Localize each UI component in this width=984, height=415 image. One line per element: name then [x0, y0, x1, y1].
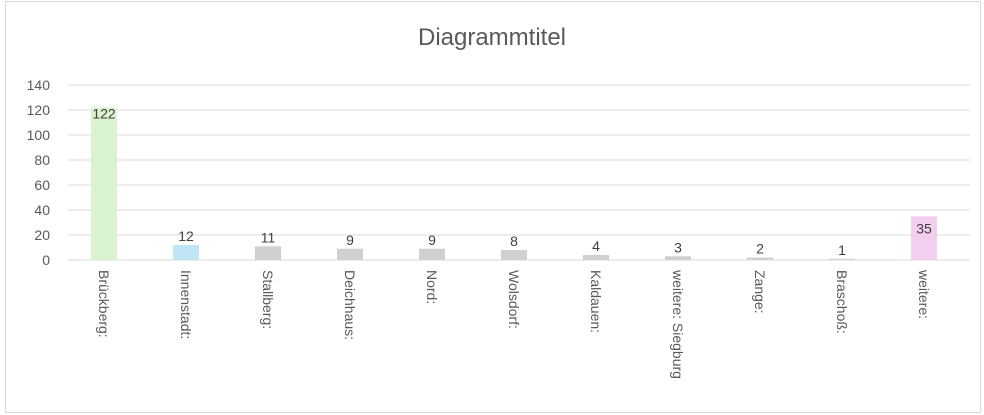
y-tick-label-60: 60 [34, 177, 50, 193]
x-tick-label-1: Innenstadt: [178, 270, 194, 339]
y-tick-label-0: 0 [42, 252, 50, 268]
x-tick-label-2: Stallberg: [260, 270, 276, 329]
data-label-1: 12 [178, 228, 194, 244]
x-tick-label-9: Braschoß: [834, 270, 850, 334]
chart-title: Diagrammtitel [417, 24, 567, 51]
data-label-3: 9 [346, 232, 354, 248]
x-tick-label-0: Brückberg: [96, 270, 112, 338]
data-label-2: 11 [261, 229, 276, 245]
x-tick-label-10: weitere: [916, 269, 932, 319]
data-label-6: 4 [592, 238, 600, 254]
chart-frame [5, 1, 981, 413]
data-label-4: 9 [428, 232, 436, 248]
data-label-8: 2 [756, 241, 764, 257]
data-label-7: 3 [674, 239, 682, 255]
bar-10 [911, 216, 937, 260]
y-tick-label-140: 140 [27, 77, 51, 93]
data-label-0: 122 [92, 106, 116, 122]
data-label-9: 1 [838, 242, 846, 258]
bar-4 [419, 248, 445, 260]
bar-0 [91, 107, 117, 260]
bar-2 [255, 246, 281, 260]
y-tick-label-20: 20 [34, 227, 50, 243]
x-tick-label-7: weitere: Siegburg [670, 269, 686, 379]
y-tick-label-100: 100 [27, 127, 51, 143]
y-tick-label-120: 120 [27, 102, 51, 118]
x-tick-label-5: Wolsdorf: [506, 270, 522, 329]
y-tick-label-40: 40 [34, 202, 50, 218]
bar-9 [829, 258, 855, 260]
y-tick-label-80: 80 [34, 152, 50, 168]
bar-5 [501, 250, 527, 260]
x-tick-label-8: Zange: [752, 270, 768, 314]
data-label-5: 8 [510, 233, 518, 249]
x-tick-label-4: Nord: [424, 270, 440, 304]
bar-6 [583, 255, 609, 260]
bar-1 [173, 245, 199, 260]
data-label-10: 35 [916, 220, 932, 236]
bar-3 [337, 248, 363, 260]
x-tick-label-3: Deichhaus: [342, 270, 358, 340]
x-tick-label-6: Kaldauen: [588, 270, 604, 333]
bar-7 [665, 256, 691, 260]
bar-8 [747, 257, 773, 260]
